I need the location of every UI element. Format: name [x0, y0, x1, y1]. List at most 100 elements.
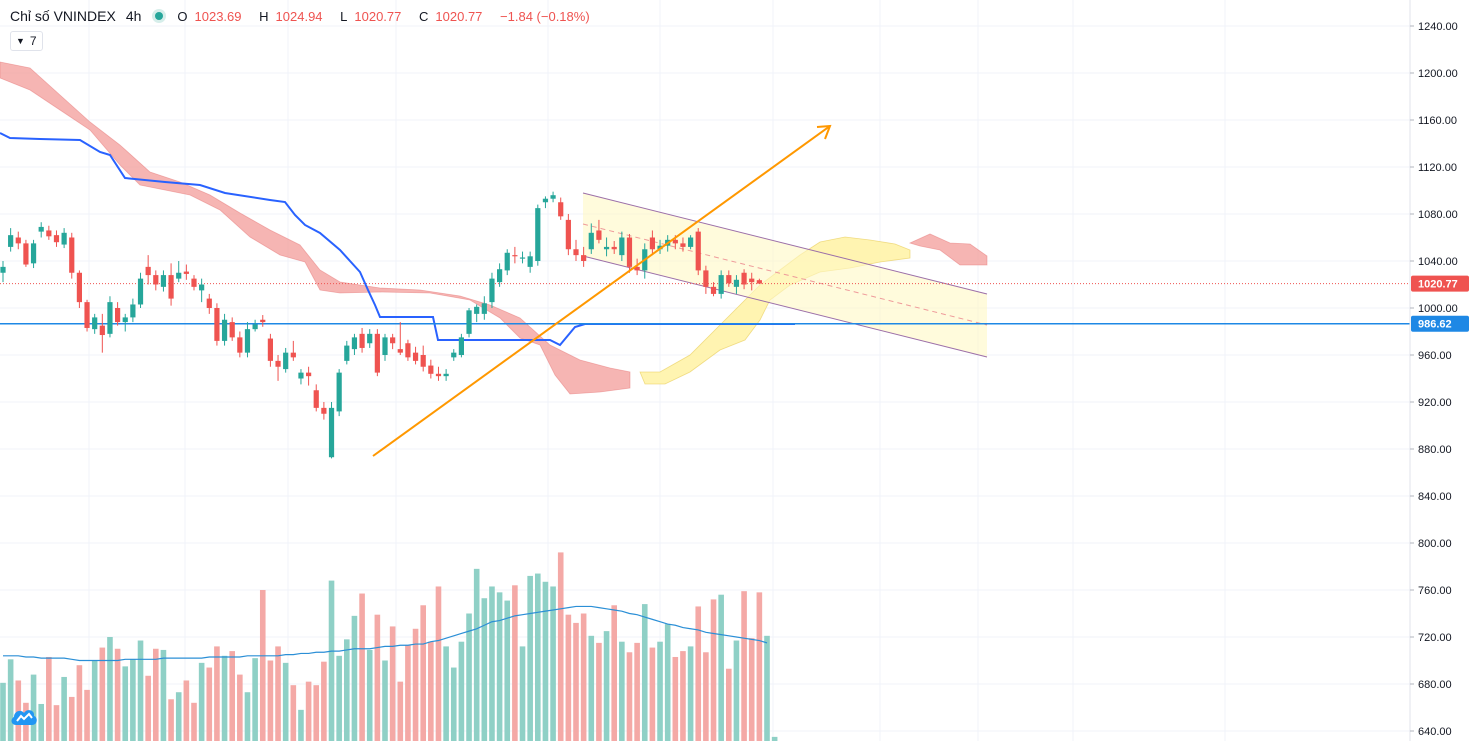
- indicators-count: 7: [29, 34, 37, 48]
- volume-bar: [191, 702, 197, 741]
- volume-bar: [397, 681, 404, 741]
- candle-body: [466, 310, 472, 334]
- trend-arrow-head: [816, 124, 832, 140]
- volume-bar: [733, 640, 740, 741]
- volume-bar: [0, 682, 6, 741]
- candle-body: [61, 232, 67, 245]
- volume-bar: [145, 675, 151, 741]
- candle-body: [603, 246, 610, 250]
- tradingview-cloud-logo-icon[interactable]: [9, 703, 39, 729]
- candle-body: [306, 372, 312, 377]
- timeframe-label[interactable]: 4h: [125, 8, 142, 24]
- candle-body: [512, 255, 518, 257]
- volume-bar: [7, 659, 14, 741]
- change-value: −1.84 (−0.18%): [500, 8, 590, 24]
- volume-bar: [580, 613, 587, 741]
- chart-legend: Chỉ số VNINDEX 4h O 1023.69 H 1024.94 L 102…: [10, 8, 597, 24]
- last-price-tag-bg: [1411, 275, 1469, 292]
- volume-bar: [649, 647, 656, 741]
- candle-body: [443, 373, 449, 377]
- candle-body: [275, 360, 281, 367]
- volume-bar: [198, 662, 205, 741]
- volume-bar: [481, 598, 488, 741]
- volume-bar: [634, 642, 640, 741]
- volume-bar: [542, 581, 549, 741]
- price-axis-label: 720.00: [1418, 632, 1452, 644]
- candle-body: [137, 278, 144, 305]
- volume-bar: [252, 658, 258, 741]
- volume-bar: [359, 593, 365, 741]
- ichimoku-cloud-bearish: [908, 233, 988, 266]
- candle-body: [46, 230, 52, 237]
- candle-body: [474, 306, 480, 314]
- candle-body: [30, 243, 37, 264]
- indicators-toggle-button[interactable]: ▼ 7: [10, 31, 43, 51]
- volume-bar: [771, 736, 778, 741]
- low-value: 1020.77: [354, 8, 402, 24]
- volume-bar: [420, 605, 426, 741]
- price-axis-label: 960.00: [1418, 350, 1452, 362]
- volume-bar: [114, 648, 121, 741]
- candle-body: [672, 239, 678, 244]
- volume-bar: [313, 685, 320, 741]
- candle-body: [405, 343, 411, 358]
- candle-body: [298, 372, 304, 379]
- candle-body: [8, 235, 14, 247]
- volume-bar: [153, 648, 159, 741]
- volume-bar: [168, 699, 174, 741]
- candle-body: [206, 298, 212, 308]
- ichimoku-cloud-bearish: [0, 61, 631, 395]
- volume-bar: [443, 646, 449, 741]
- candle-body: [229, 322, 235, 338]
- candle-body: [527, 256, 533, 267]
- candle-body: [535, 208, 541, 261]
- candle-body: [634, 266, 640, 271]
- candle-body: [176, 272, 182, 279]
- candle-body: [214, 308, 220, 341]
- volume-bar: [626, 652, 633, 741]
- volume-bar: [122, 666, 129, 741]
- volume-bar: [687, 646, 694, 741]
- volume-bar: [366, 649, 373, 741]
- price-axis-label: 640.00: [1418, 726, 1452, 738]
- candle-body: [710, 286, 717, 294]
- volume-bar: [298, 709, 304, 741]
- volume-bar: [259, 590, 266, 741]
- volume-bar: [741, 591, 747, 741]
- candle-body: [626, 237, 633, 267]
- candle-body: [619, 237, 625, 256]
- volume-bar: [450, 667, 457, 741]
- candle-body: [344, 345, 350, 361]
- volume-bar: [703, 652, 709, 741]
- volume-bar: [588, 635, 595, 741]
- candle-body: [23, 243, 29, 265]
- symbol-name[interactable]: Chỉ số VNINDEX: [10, 8, 116, 24]
- candle-body: [69, 237, 75, 273]
- open-label: O: [177, 8, 188, 24]
- candle-body: [374, 333, 380, 373]
- candle-body: [756, 280, 762, 284]
- volume-bar: [596, 642, 602, 741]
- volume-bar: [15, 680, 22, 741]
- volume-bar: [695, 606, 702, 741]
- chevron-down-icon: ▼: [16, 36, 25, 46]
- candle-body: [160, 275, 167, 287]
- volume-bar: [611, 605, 617, 741]
- candle-body: [321, 407, 327, 414]
- ichimoku-cloud-bullish: [639, 236, 911, 385]
- price-axis-label: 1160.00: [1418, 115, 1457, 127]
- volume-bar: [321, 661, 327, 741]
- volume-bar: [382, 660, 388, 741]
- volume-bar: [84, 689, 90, 741]
- price-channel-lower-line: [582, 255, 988, 358]
- candle-body: [542, 198, 549, 203]
- price-axis-label: 840.00: [1418, 491, 1452, 503]
- volume-bar: [428, 641, 434, 741]
- candle-body: [573, 249, 579, 256]
- volume-bar: [107, 637, 113, 741]
- candle-body: [191, 278, 197, 287]
- candle-body: [237, 337, 243, 353]
- candle-body: [290, 352, 296, 358]
- volume-bar: [496, 592, 503, 741]
